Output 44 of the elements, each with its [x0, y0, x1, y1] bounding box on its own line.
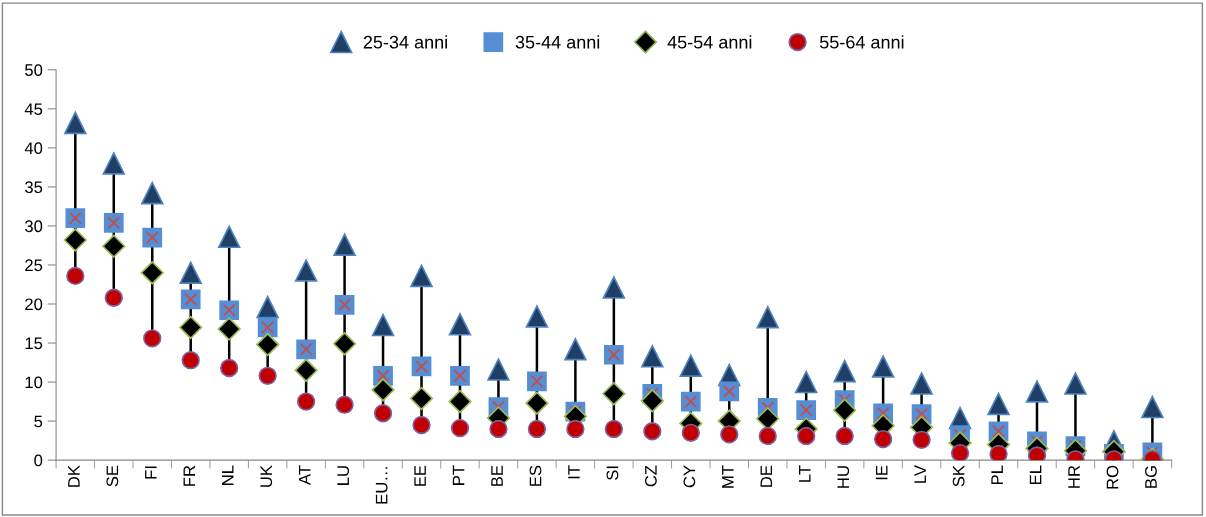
legend-label: 25-34 anni	[363, 35, 447, 49]
x-tick-label: PL	[991, 465, 1003, 485]
x-tick-label: SK	[952, 465, 965, 487]
x-tick-label: FR	[183, 465, 196, 486]
y-tick-label: 20	[25, 298, 43, 311]
x-tick-label: EU…	[375, 467, 388, 504]
x-tick-label: DK	[68, 465, 80, 487]
y-tick-label: 0	[34, 454, 43, 467]
x-tick-label: IE	[875, 465, 888, 480]
y-tick-label: 40	[24, 142, 43, 155]
x-tick-label: SI	[606, 466, 619, 480]
x-tick-label: ES	[529, 465, 542, 486]
x-tick-label: HR	[1068, 465, 1080, 488]
x-tick-label: SE	[106, 465, 119, 487]
y-tick-label: 25	[25, 259, 43, 272]
x-tick-label: CZ	[644, 465, 657, 487]
legend-label: 35-44 anni	[515, 35, 600, 49]
x-tick-label: LT	[799, 465, 811, 482]
x-tick-label: PT	[452, 465, 465, 485]
y-tick-label: 30	[24, 220, 43, 233]
legend-label: 45-54 anni	[667, 35, 752, 49]
x-tick-label: FI	[145, 466, 157, 479]
y-tick-label: 35	[24, 181, 43, 194]
x-tick-label: EL	[1029, 465, 1042, 485]
y-tick-label: 50	[25, 64, 43, 76]
x-tick-label: HU	[837, 466, 850, 488]
x-tick-label: EE	[414, 465, 426, 486]
x-tick-label: LV	[914, 465, 926, 483]
x-tick-label: RO	[1106, 465, 1119, 489]
x-tick-label: LU	[337, 466, 350, 485]
y-tick-label: 45	[24, 103, 43, 116]
x-tick-label: UK	[260, 465, 273, 487]
y-tick-label: 5	[34, 415, 43, 428]
x-tick-label: DE	[760, 465, 773, 487]
y-tick-label: 15	[25, 337, 43, 350]
x-tick-label: MT	[722, 465, 734, 488]
x-tick-label: BG	[1145, 466, 1157, 488]
x-tick-label: AT	[298, 465, 311, 486]
x-tick-label: CY	[683, 465, 696, 488]
x-tick-label: IT	[568, 465, 580, 479]
legend-label: 55-64 anni	[819, 35, 904, 49]
x-tick-label: NL	[222, 465, 234, 485]
x-tick-label: BE	[491, 465, 503, 486]
y-tick-label: 10	[25, 376, 43, 389]
